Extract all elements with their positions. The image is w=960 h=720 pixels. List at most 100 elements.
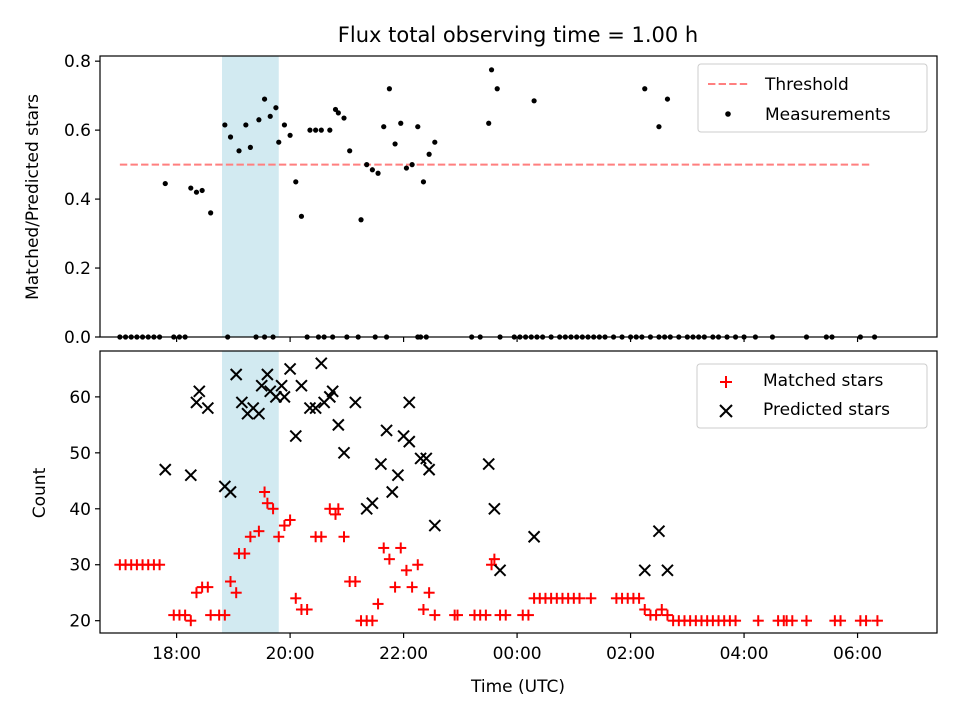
measurements-point	[664, 96, 671, 102]
matched-stars-point	[273, 531, 285, 543]
measurements-point	[656, 124, 662, 130]
measurements-point	[341, 115, 347, 121]
predicted-stars-point	[403, 435, 416, 448]
measurements-point	[381, 124, 387, 130]
predicted-legend-label: Predicted stars	[763, 400, 890, 420]
measurements-point	[208, 210, 214, 216]
matched-stars-point	[239, 548, 251, 560]
matched-stars-point	[786, 615, 798, 627]
measurements-point	[415, 124, 421, 130]
x-tick-label: 00:00	[493, 644, 542, 664]
predicted-stars-point	[295, 379, 308, 392]
predicted-stars-point	[638, 564, 651, 577]
matched-stars-point	[730, 615, 742, 627]
predicted-stars-point	[420, 452, 433, 465]
measurements-point	[642, 86, 648, 92]
matched-stars-point	[650, 609, 662, 621]
measurements-point	[318, 127, 324, 133]
ratio-y-tick-label: 0.0	[64, 328, 91, 348]
matched-stars-point	[329, 508, 341, 520]
measurements-point	[426, 151, 432, 157]
measurements-point	[307, 127, 313, 133]
measurements-point	[432, 139, 438, 145]
matched-stars-point	[259, 486, 271, 498]
matched-stars-point	[179, 609, 191, 621]
predicted-stars-point	[391, 469, 405, 482]
matched-stars-point	[429, 609, 441, 621]
measurements-point	[293, 179, 299, 185]
matched-stars-point	[202, 581, 214, 593]
matched-stars-point	[315, 531, 327, 543]
matched-stars-point	[480, 609, 492, 621]
matched-stars-point	[372, 598, 384, 610]
counts-y-axis-label: Count	[30, 467, 50, 518]
matched-stars-point	[639, 604, 651, 615]
predicted-stars-point	[193, 385, 206, 398]
predicted-stars-point	[201, 401, 215, 415]
measurements-point	[298, 213, 305, 219]
matched-stars-point	[267, 503, 279, 515]
chart-title: Flux total observing time = 1.00 h	[338, 23, 698, 47]
matched-stars-point	[423, 587, 435, 599]
predicted-stars-point	[349, 396, 362, 409]
predicted-stars-point	[289, 429, 302, 443]
measurements-point	[162, 180, 168, 187]
predicted-stars-point	[326, 385, 339, 398]
predicted-stars-point	[159, 463, 172, 476]
matched-stars-point	[290, 592, 302, 604]
predicted-stars-point	[303, 401, 317, 415]
matched-stars-point	[349, 576, 361, 588]
measurements-legend-label: Measurements	[765, 105, 891, 125]
measurements-point	[261, 96, 268, 102]
measurements-point	[267, 113, 273, 119]
matched-stars-point	[585, 592, 597, 604]
measurements-point	[531, 98, 537, 104]
predicted-stars-point	[190, 396, 203, 409]
predicted-stars-point	[493, 564, 507, 577]
x-tick-label: 22:00	[379, 644, 428, 664]
counts-legend: Matched stars Predicted stars	[696, 363, 928, 429]
measurements-point	[335, 110, 341, 116]
measurements-point	[347, 148, 353, 154]
matched-stars-point	[488, 553, 500, 565]
measurements-point	[358, 217, 364, 223]
ratio-y-tick-label: 0.8	[64, 52, 91, 72]
measurements-point	[256, 117, 262, 123]
matched-stars-point	[451, 609, 463, 621]
matched-stars-point	[395, 542, 407, 554]
measurements-point	[276, 139, 282, 145]
measurements-point	[188, 185, 194, 191]
matched-legend-marker	[720, 376, 732, 388]
predicted-stars-point	[386, 485, 399, 499]
predicted-stars-point	[252, 407, 266, 420]
counts-y-tick-label: 50	[69, 444, 91, 464]
predicted-stars-point	[488, 502, 501, 515]
ratio-y-tick-label: 0.6	[64, 121, 91, 141]
ratio-shaded-span	[222, 56, 279, 337]
predicted-stars-point	[380, 424, 393, 437]
matched-stars-point	[835, 615, 847, 627]
measurements-point	[287, 132, 293, 138]
counts-y-tick-label: 60	[69, 388, 91, 408]
predicted-stars-point	[366, 496, 379, 510]
matched-stars-point	[378, 542, 390, 554]
measurements-point	[398, 120, 404, 126]
measurements-point	[369, 167, 375, 173]
threshold-legend-label: Threshold	[764, 75, 849, 95]
predicted-stars-point	[332, 418, 345, 432]
matched-stars-point	[332, 503, 344, 515]
predicted-stars-point	[414, 452, 427, 465]
matched-stars-point	[871, 615, 883, 627]
matched-stars-point	[389, 581, 401, 593]
matched-stars-point	[500, 609, 512, 621]
predicted-stars-point	[482, 457, 495, 471]
predicted-stars-point	[428, 519, 442, 532]
predicted-stars-point	[337, 446, 351, 460]
matched-stars-point	[338, 531, 350, 543]
measurements-point	[494, 86, 500, 92]
matched-stars-point	[301, 604, 313, 615]
matched-stars-point	[383, 553, 395, 565]
ratio-y-axis-label: Matched/Predicted stars	[23, 94, 43, 300]
matched-stars-point	[522, 609, 534, 621]
